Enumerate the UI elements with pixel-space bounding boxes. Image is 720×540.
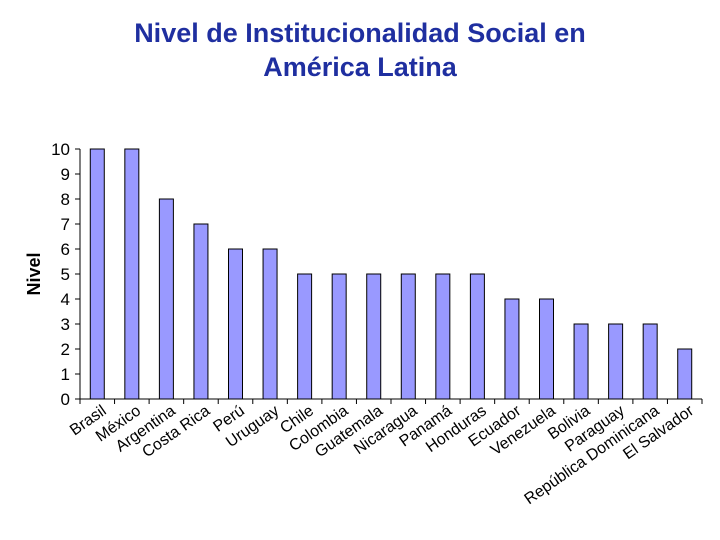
- y-axis-label: Nivel: [24, 252, 44, 295]
- y-tick-label: 9: [61, 165, 70, 184]
- y-tick-label: 3: [61, 315, 70, 334]
- bar-república-dominicana: [642, 323, 658, 400]
- bar-honduras: [469, 273, 485, 400]
- y-tick-label: 8: [61, 190, 70, 209]
- bar-el-salvador: [677, 348, 693, 400]
- bar-costa-rica: [193, 223, 209, 400]
- y-tick-label: 4: [61, 290, 70, 309]
- y-tick-label: 2: [61, 340, 70, 359]
- y-tick-label: 6: [61, 240, 70, 259]
- chart-title: Nivel de Institucionalidad Social en Amé…: [0, 16, 720, 84]
- y-tick-label: 10: [51, 140, 70, 159]
- y-tick-label: 1: [61, 365, 70, 384]
- bar-uruguay: [262, 248, 278, 400]
- y-tick-label: 7: [61, 215, 70, 234]
- bar-venezuela: [539, 298, 554, 400]
- bar-perú: [228, 248, 243, 400]
- bar-guatemala: [366, 273, 382, 400]
- bar-colombia: [331, 273, 347, 400]
- y-tick-label: 0: [61, 390, 70, 409]
- bar-ecuador: [504, 298, 520, 400]
- bar-chile: [297, 273, 313, 400]
- bar-nicaragua: [400, 273, 416, 400]
- bar-méxico: [124, 148, 140, 400]
- y-tick-label: 5: [61, 265, 70, 284]
- bar-argentina: [158, 198, 174, 400]
- bar-brasil: [89, 148, 105, 400]
- bar-paraguay: [608, 323, 624, 400]
- chart-title-line-1: Nivel de Institucionalidad Social en: [134, 18, 586, 48]
- bar-panamá: [435, 273, 451, 400]
- chart-title-line-2: América Latina: [263, 52, 457, 82]
- bar-bolivia: [573, 323, 589, 400]
